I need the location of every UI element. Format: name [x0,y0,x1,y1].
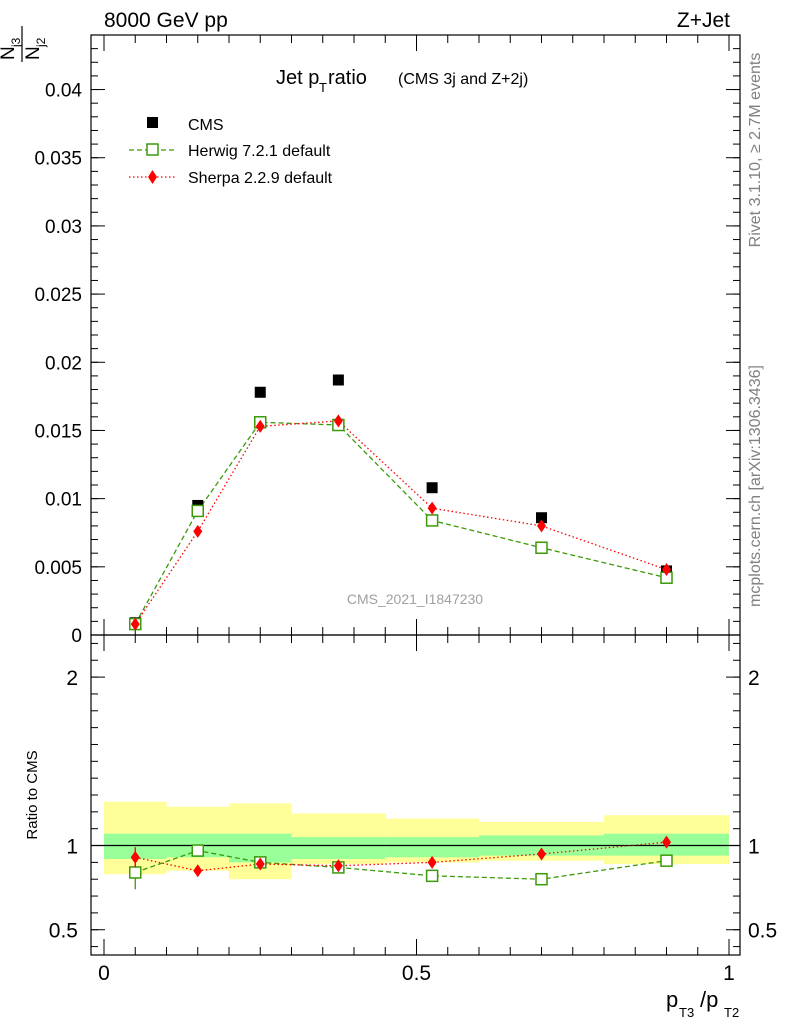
ratio-y-tick-label: 1 [66,836,78,859]
y-tick-label: 0.03 [45,217,82,238]
sherpa-data-point [662,563,671,577]
legend: CMS Herwig 7.2.1 default Sherpa 2.2.9 de… [129,117,333,187]
ratio-axis-label: Ratio to CMS [24,750,41,839]
chart-title: Jet p T ratio (CMS 3j and Z+2j) [276,67,528,95]
sherpa-ratio-point [193,864,203,878]
x-tick-label: 0 [98,962,110,985]
x-axis-label: p T3 /p T2 [666,987,739,1020]
sherpa-data-point [333,414,343,428]
rivet-version-text: Rivet 3.1.10, ≥ 2.7M events [747,53,764,248]
herwig-ratio-point [535,872,548,886]
legend-herwig-label: Herwig 7.2.1 default [188,143,331,160]
sherpa-data-point [537,519,546,533]
y-tick-label: 0.01 [45,490,82,511]
y-tick-label: 0.02 [45,353,82,374]
sherpa-data-point [255,419,265,433]
mcplots-text: mcplots.cern.ch [arXiv:1306.3436] [747,365,764,607]
herwig-ratio-point [660,854,673,867]
sherpa-ratio-point [427,855,437,869]
cms-data-point [426,482,438,494]
header-left: 8000 GeV pp [104,9,228,32]
band-inner-bin [291,837,386,859]
ratio-y-tick-label: 0.5 [49,920,78,943]
y-label-den: N [23,46,44,60]
x-label-sub2: T2 [724,1005,739,1020]
title-small: (CMS 3j and Z+2j) [398,71,528,88]
cms-data-point [254,386,266,398]
herwig-ratio-point [191,844,204,857]
y-tick-label: 0.04 [45,81,82,102]
y-axis-label: N j3 N j2 [0,26,48,62]
cms-data-point [332,374,344,386]
analysis-watermark: CMS_2021_I1847230 [347,591,483,607]
cms-data-point [536,512,547,524]
sherpa-ratio-point [255,857,265,871]
y-label-num-sub: j3 [9,37,23,48]
y-tick-label: 0.005 [34,558,82,579]
legend-sherpa-label: Sherpa 2.2.9 default [188,170,333,187]
legend-cms-marker [147,117,158,128]
sherpa-data-point [427,501,437,515]
band-inner-bin [385,837,479,858]
y-label-num: N [0,46,19,60]
y-tick-label: 0.035 [34,149,82,170]
uncertainty-bands [104,801,729,880]
sherpa-data-point [193,524,203,538]
sherpa-ratio-point [333,859,343,873]
x-tick-label: 0.5 [402,962,431,985]
data-series [129,374,673,890]
title-sub: T [319,80,327,95]
herwig-ratio-point [129,866,142,879]
x-label-sub1: T3 [679,1005,694,1020]
ratio-y-tick-label-right: 1 [748,836,760,859]
title-main: Jet p [276,67,319,89]
y-tick-label: 0.025 [34,285,82,306]
header-right: Z+Jet [677,9,730,32]
legend-sherpa-marker [148,170,157,184]
herwig-ratio-point [425,869,439,883]
sherpa-data-point [130,617,140,631]
x-tick-label: 1 [723,962,735,985]
y-label-den-sub: j2 [34,37,48,48]
sherpa-ratio-point [130,850,140,864]
y-tick-label: 0.015 [34,421,82,442]
ratio-y-tick-label: 2 [66,667,78,690]
herwig-data-point [425,514,439,527]
herwig-data-point [191,504,204,518]
x-label-slash: /p [700,987,718,1012]
x-label-p1: p [666,987,678,1012]
y-tick-label: 0 [71,626,82,647]
ratio-y-tick-label-right: 0.5 [748,920,777,943]
legend-cms-label: CMS [188,117,224,134]
legend-herwig-marker [146,143,159,156]
ratio-y-tick-label-right: 2 [748,667,760,690]
herwig-data-point [535,541,548,554]
sherpa-ratio-point [662,835,671,849]
sherpa-ratio-point [537,847,546,861]
title-rest: ratio [328,67,367,89]
